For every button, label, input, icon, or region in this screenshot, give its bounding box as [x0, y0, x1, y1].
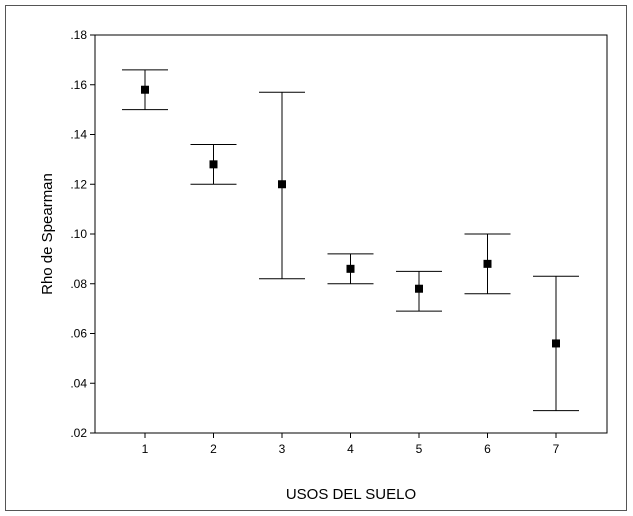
- mean-point: [209, 160, 218, 169]
- mean-point: [141, 85, 149, 94]
- y-tick-label: .06: [70, 327, 87, 341]
- y-tick-label: .02: [70, 426, 87, 440]
- x-tick-label: 3: [279, 442, 286, 456]
- x-tick-label: 5: [416, 442, 423, 456]
- mean-point: [483, 259, 492, 268]
- y-tick-label: .12: [70, 177, 87, 191]
- mean-point: [415, 284, 423, 293]
- x-tick-label: 1: [142, 442, 149, 456]
- chart-frame: [5, 5, 627, 511]
- x-tick-label: 4: [347, 442, 354, 456]
- mean-point: [278, 180, 286, 189]
- y-tick-label: .14: [70, 128, 87, 142]
- x-axis-title: USOS DEL SUELO: [286, 486, 416, 503]
- x-tick-label: 7: [553, 442, 560, 456]
- y-axis-title: Rho de Spearman: [39, 173, 56, 295]
- y-axis: .02 .04 .06 .08 .10 .12 .14 .16 .18: [70, 28, 95, 440]
- x-tick-label: 6: [484, 442, 491, 456]
- mean-point: [552, 339, 560, 348]
- error-bars: [122, 69, 579, 412]
- y-tick-label: .18: [70, 28, 87, 42]
- plot-area: [94, 34, 608, 434]
- y-tick-label: .04: [70, 376, 87, 390]
- x-tick-label: 2: [210, 442, 217, 456]
- y-tick-label: .10: [70, 227, 87, 241]
- mean-point: [346, 264, 355, 273]
- y-tick-label: .16: [70, 78, 87, 92]
- x-axis: 1 2 3 4 5 6 7: [142, 433, 560, 456]
- y-tick-label: .08: [70, 277, 87, 291]
